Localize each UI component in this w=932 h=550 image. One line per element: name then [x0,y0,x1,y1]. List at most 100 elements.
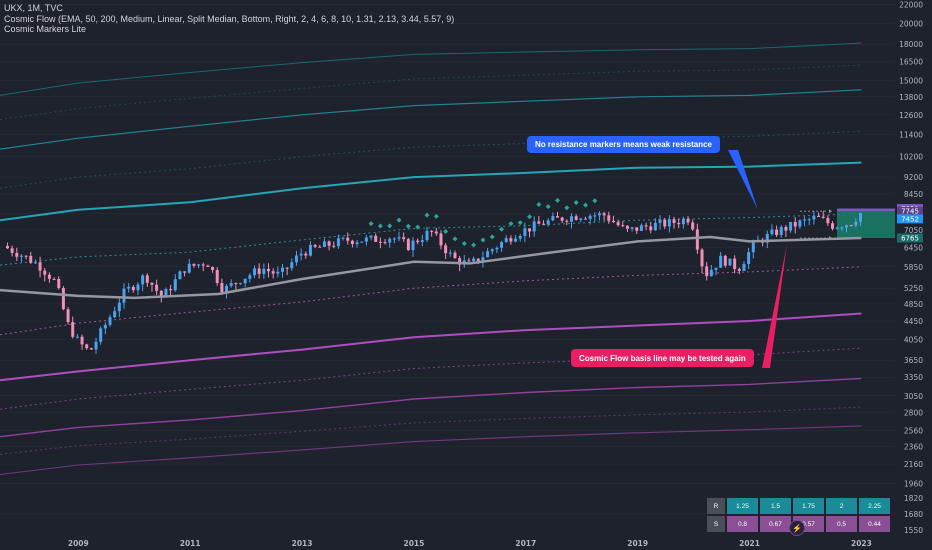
candle-body [285,267,289,269]
candle-body [789,221,793,231]
candle-body [444,245,448,254]
candle-body [709,269,713,277]
candle-body [234,283,238,285]
price-axis: 1550 1680 1820 1960 2160 2360 2560 2800 3050 3350… [899,0,923,534]
candle-body [355,242,359,245]
candle-body [280,267,284,272]
candle-body [500,242,504,248]
price-label-box [897,233,923,243]
cosmic-markers [368,197,598,248]
candle-body [136,284,140,291]
candle-body [751,241,755,253]
projection-arrows [800,209,832,241]
time-axis: 2009 2011 2013 2015 2017 2019 2021 2023 [68,539,872,548]
band-line [0,377,862,438]
symbol-title: UKX, 1M, TVC [4,3,63,13]
candle-body [192,263,196,266]
candle-body [705,266,709,277]
candle-body [52,278,56,280]
y-tick-label: 9200 [904,173,923,182]
candle-body [639,225,643,231]
candle-body [723,255,727,266]
candle-body [19,255,23,257]
band-line [0,347,862,410]
candle-body [793,221,797,227]
candle-body [257,268,261,275]
candle-body [276,271,280,274]
candle-body [546,220,550,225]
candle-body [113,311,117,318]
y-tick-label: 13800 [899,93,923,102]
x-tick-label: 2019 [627,539,648,548]
candle-body [812,216,816,220]
candle-body [528,228,532,232]
candle-body [24,255,28,257]
cosmic-logo-icon: ⚡ [789,520,805,536]
candle-body [38,262,42,271]
candle-body [99,328,103,342]
y-tick-label: 3050 [904,392,923,401]
candle-body [169,289,173,291]
cosmic-marker [536,202,542,208]
price-labels: 7851774574526765 [897,204,923,243]
candle-body [658,219,662,223]
table-cell-r: 1.25 [727,498,758,514]
candle-body [630,227,634,229]
candle-body [364,237,368,242]
indicator-cosmic-flow[interactable]: Cosmic Flow (EMA, 50, 200, Medium, Linea… [4,13,455,24]
y-tick-label: 15000 [899,76,923,85]
candle-body [854,221,858,226]
candle-body [89,348,93,350]
cosmic-marker [415,224,421,230]
candle-body [733,258,737,269]
y-tick-label: 11400 [899,131,923,140]
table-r-label: R [707,498,725,514]
candle-body [336,238,340,247]
candle-body [369,235,373,238]
cosmic-marker [443,229,449,235]
candle-body [518,235,522,239]
candle-body [85,344,89,349]
table-cell-r: 1.5 [760,498,791,514]
candle-body [220,282,224,292]
candle-body [411,240,415,251]
y-tick-label: 3350 [904,373,923,382]
candle-body [248,275,252,279]
candle-body [472,258,476,262]
candle-body [593,215,597,217]
candle-body [239,283,243,285]
candle-body [173,279,177,291]
candle-body [467,260,471,262]
band-line [0,64,862,121]
candle-body [318,246,322,248]
candle-body [33,262,37,264]
candle-body [574,216,578,220]
target-zone-box [837,208,895,239]
candle-body [374,235,378,242]
resistance-callout: No resistance markers means weak resista… [527,136,720,153]
candle-body [556,216,560,218]
candle-body [225,285,229,292]
cosmic-marker [452,236,458,242]
cosmic-marker [582,202,588,208]
resistance-callout-text: No resistance markers means weak resista… [535,140,712,149]
candle-body [80,336,84,345]
indicator-cosmic-markers[interactable]: Cosmic Markers Lite [4,24,87,34]
candle-body [611,220,615,223]
x-tick-label: 2009 [68,539,89,548]
candle-body [597,213,601,216]
candle-body [71,322,75,337]
candle-body [397,237,401,239]
candle-body [779,226,783,235]
candle-body [346,237,350,241]
grid [0,4,895,531]
candle-body [672,219,676,224]
y-tick-label: 2360 [904,443,923,452]
y-tick-label: 1960 [904,479,923,488]
candle-body [831,223,835,229]
candle-body [313,244,317,247]
candle-body [583,218,587,220]
y-tick-label: 20000 [899,19,923,28]
